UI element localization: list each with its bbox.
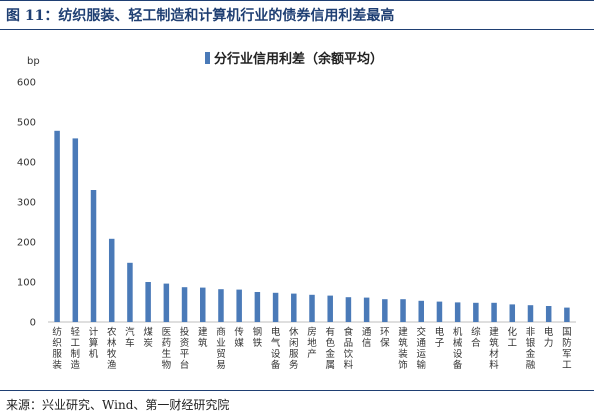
bar	[509, 304, 516, 322]
bar	[236, 289, 242, 322]
y-tick-label: 600	[17, 78, 36, 89]
x-tick-label: 钢铁	[253, 326, 263, 349]
source-bar: 来源：兴业研究、Wind、第一财经研究院	[0, 390, 594, 418]
bar	[473, 302, 479, 322]
bar	[72, 138, 79, 322]
x-tick-label: 休闲服务	[289, 326, 299, 371]
y-tick-label: 100	[17, 278, 36, 289]
x-tick-label: 轻工制造	[71, 326, 81, 371]
x-tick-label: 非银金融	[526, 326, 536, 371]
bar	[54, 130, 60, 322]
x-tick-label: 商业贸易	[216, 326, 226, 371]
bar	[309, 294, 315, 322]
x-tick-label: 房地产	[307, 326, 317, 360]
bar	[163, 283, 170, 322]
legend-label: 分行业信用利差（余额平均）	[214, 51, 383, 67]
x-tick-label: 交通运输	[416, 326, 426, 371]
bar	[108, 238, 115, 322]
x-tick-label: 建筑	[198, 326, 208, 349]
x-tick-label: 电子	[435, 326, 445, 349]
bar	[272, 292, 279, 322]
bar	[400, 299, 406, 322]
bar	[145, 282, 151, 322]
x-tick-label: 国防军工	[562, 327, 572, 371]
x-tick-label: 建筑材料	[489, 326, 499, 371]
x-tick-label: 纺织服装	[52, 326, 62, 371]
figure-title-bar: 图 11：纺织服装、轻工制造和计算机行业的债券信用利差最高	[0, 0, 594, 30]
x-tick-label: 电气设备	[271, 326, 281, 371]
x-tick-label: 煤炭	[143, 326, 153, 349]
bar	[418, 300, 424, 322]
bar	[491, 302, 497, 322]
bar	[200, 287, 206, 322]
bar	[382, 299, 388, 322]
x-tick-label: 机械设备	[453, 326, 463, 371]
x-tick-label: 化工	[508, 326, 518, 349]
y-tick-label: 500	[17, 118, 36, 129]
bar	[327, 295, 333, 322]
x-tick-label: 环保	[380, 327, 390, 349]
x-tick-label: 综合	[471, 326, 481, 349]
x-tick-label: 电力	[544, 326, 554, 349]
legend-swatch	[205, 52, 210, 64]
x-tick-label: 医药生物	[162, 327, 172, 371]
bar	[127, 262, 133, 322]
bar	[218, 289, 224, 322]
chart-area: bp 0 100 200 300 400 500 600 分行业信用利差（余额平均） 纺织服装 轻工…	[0, 30, 594, 390]
figure-title: 图 11：纺织服装、轻工制造和计算机行业的债券信用利差最高	[6, 8, 395, 24]
x-tick-label: 传媒	[234, 326, 244, 349]
bar	[90, 190, 97, 322]
bar	[527, 305, 534, 322]
bar	[436, 301, 443, 322]
bar	[345, 297, 352, 322]
source-note: 来源：兴业研究、Wind、第一财经研究院	[6, 398, 230, 412]
bar	[564, 307, 570, 322]
x-tick-label: 通信	[362, 327, 372, 349]
x-tick-label: 建筑装饰	[398, 326, 408, 371]
x-tick-label: 投资平台	[180, 326, 190, 371]
y-tick-label: 400	[17, 158, 36, 169]
bar	[363, 297, 370, 322]
bar	[181, 287, 188, 322]
y-axis-label: bp	[27, 56, 40, 67]
bar	[291, 293, 297, 322]
x-tick-label: 食品饮料	[344, 326, 354, 371]
bar	[254, 292, 261, 322]
y-tick-label: 200	[17, 238, 36, 249]
x-tick-label: 计算机	[89, 326, 99, 360]
y-tick-label: 300	[17, 198, 36, 209]
x-tick-label: 有色金属	[325, 326, 335, 371]
bar	[454, 302, 461, 322]
x-tick-label: 农林牧渔	[107, 326, 117, 371]
bar	[545, 306, 552, 322]
x-tick-label: 汽车	[125, 326, 135, 349]
y-tick-label: 0	[30, 318, 36, 329]
bar-chart: bp 0 100 200 300 400 500 600 分行业信用利差（余额平均） 纺织服装轻工…	[17, 51, 576, 371]
